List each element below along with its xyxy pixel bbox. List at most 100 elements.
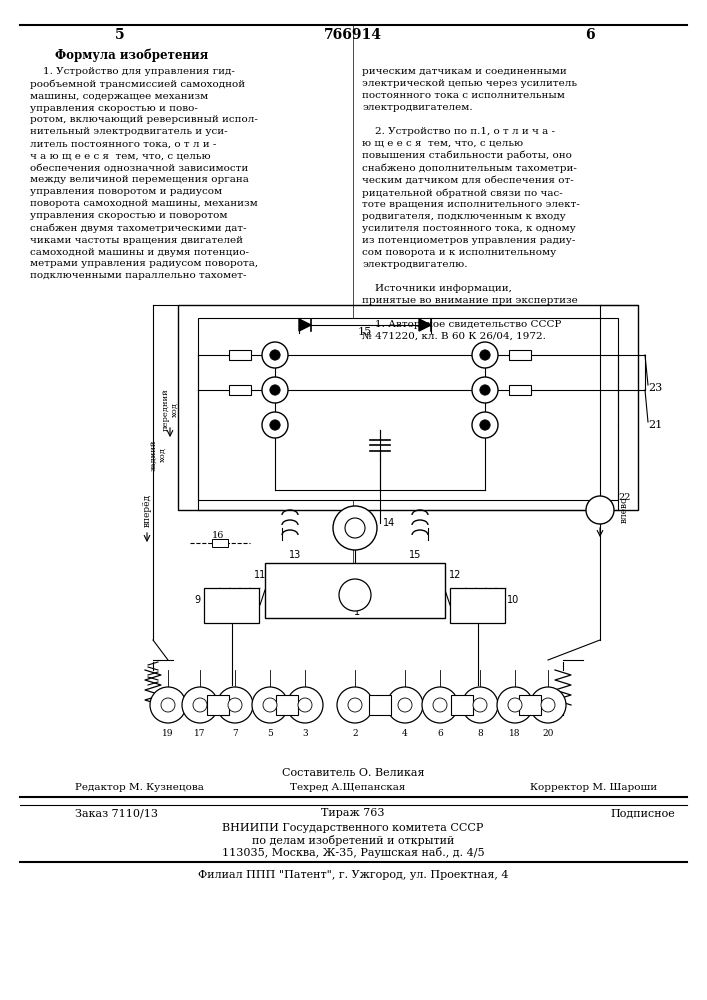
Circle shape bbox=[263, 698, 277, 712]
Text: 22: 22 bbox=[618, 493, 631, 502]
Circle shape bbox=[182, 687, 218, 723]
Text: по делам изобретений и открытий: по делам изобретений и открытий bbox=[252, 834, 454, 846]
Text: 2: 2 bbox=[352, 728, 358, 738]
Bar bbox=[519, 695, 541, 715]
Text: 1. Устройство для управления гид-
рообъемной трансмиссией самоходной
машины, сод: 1. Устройство для управления гид- рообъе… bbox=[30, 67, 258, 280]
Circle shape bbox=[480, 420, 490, 430]
Text: 10: 10 bbox=[507, 595, 519, 605]
Circle shape bbox=[161, 698, 175, 712]
Circle shape bbox=[252, 687, 288, 723]
Text: 8: 8 bbox=[477, 728, 483, 738]
Text: 21: 21 bbox=[648, 420, 662, 430]
Text: 6: 6 bbox=[585, 28, 595, 42]
Text: Техред А.Щепанская: Техред А.Щепанская bbox=[290, 782, 405, 792]
Circle shape bbox=[287, 687, 323, 723]
Bar bbox=[369, 695, 391, 715]
Circle shape bbox=[508, 698, 522, 712]
Text: 113035, Москва, Ж-35, Раушская наб., д. 4/5: 113035, Москва, Ж-35, Раушская наб., д. … bbox=[222, 846, 484, 857]
Circle shape bbox=[270, 385, 280, 395]
Text: Заказ 7110/13: Заказ 7110/13 bbox=[75, 808, 158, 818]
Text: вперёд: вперёд bbox=[143, 493, 151, 527]
Circle shape bbox=[339, 579, 371, 611]
Circle shape bbox=[262, 342, 288, 368]
Bar bbox=[229, 350, 251, 360]
Text: 3: 3 bbox=[302, 728, 308, 738]
Text: рическим датчикам и соединенными
электрической цепью через усилитель
постоянного: рическим датчикам и соединенными электри… bbox=[362, 67, 580, 341]
Text: Редактор М. Кузнецова: Редактор М. Кузнецова bbox=[75, 782, 204, 792]
Circle shape bbox=[262, 412, 288, 438]
Polygon shape bbox=[419, 319, 431, 331]
Text: Филиал ППП "Патент", г. Ужгород, ул. Проектная, 4: Филиал ППП "Патент", г. Ужгород, ул. Про… bbox=[198, 870, 508, 880]
Circle shape bbox=[586, 496, 614, 524]
Circle shape bbox=[480, 385, 490, 395]
Circle shape bbox=[462, 687, 498, 723]
Bar bbox=[178, 305, 638, 510]
Circle shape bbox=[422, 687, 458, 723]
Circle shape bbox=[270, 420, 280, 430]
Circle shape bbox=[345, 518, 365, 538]
Text: 7: 7 bbox=[232, 728, 238, 738]
Circle shape bbox=[193, 698, 207, 712]
Circle shape bbox=[398, 698, 412, 712]
Bar bbox=[229, 385, 251, 395]
Text: задний
ход: задний ход bbox=[149, 439, 167, 471]
Circle shape bbox=[348, 698, 362, 712]
Circle shape bbox=[270, 350, 280, 360]
Bar bbox=[212, 539, 228, 547]
Circle shape bbox=[541, 698, 555, 712]
Circle shape bbox=[298, 698, 312, 712]
Text: 16: 16 bbox=[212, 530, 224, 540]
Text: 23: 23 bbox=[648, 383, 662, 393]
Bar bbox=[204, 587, 259, 622]
Polygon shape bbox=[299, 319, 311, 331]
Bar bbox=[450, 587, 506, 622]
Text: 9: 9 bbox=[194, 595, 200, 605]
Text: Составитель О. Великая: Составитель О. Великая bbox=[282, 768, 424, 778]
Text: 18: 18 bbox=[509, 728, 521, 738]
Text: 4: 4 bbox=[402, 728, 408, 738]
Bar bbox=[451, 695, 473, 715]
Circle shape bbox=[497, 687, 533, 723]
Circle shape bbox=[433, 698, 447, 712]
Text: 6: 6 bbox=[437, 728, 443, 738]
Text: Корректор М. Шароши: Корректор М. Шароши bbox=[530, 782, 657, 792]
Circle shape bbox=[473, 698, 487, 712]
Circle shape bbox=[530, 687, 566, 723]
Text: 766914: 766914 bbox=[324, 28, 382, 42]
Text: 5: 5 bbox=[267, 728, 273, 738]
Text: 13: 13 bbox=[289, 550, 301, 560]
Circle shape bbox=[387, 687, 423, 723]
Text: влево: влево bbox=[620, 497, 629, 523]
Circle shape bbox=[337, 687, 373, 723]
Bar bbox=[207, 695, 229, 715]
Circle shape bbox=[333, 506, 377, 550]
Text: Подписное: Подписное bbox=[610, 808, 674, 818]
Text: ВНИИПИ Государственного комитета СССР: ВНИИПИ Государственного комитета СССР bbox=[222, 823, 484, 833]
Text: Формула изобретения: Формула изобретения bbox=[55, 48, 209, 62]
Bar bbox=[276, 695, 298, 715]
Text: 15: 15 bbox=[409, 550, 421, 560]
Bar bbox=[509, 385, 531, 395]
Text: 15: 15 bbox=[358, 327, 373, 337]
Text: передний
ход: передний ход bbox=[161, 389, 179, 431]
Text: 19: 19 bbox=[162, 728, 174, 738]
Circle shape bbox=[150, 687, 186, 723]
Text: 5: 5 bbox=[115, 28, 125, 42]
Bar bbox=[509, 350, 531, 360]
Text: 20: 20 bbox=[542, 728, 554, 738]
Bar bbox=[265, 562, 445, 617]
Circle shape bbox=[217, 687, 253, 723]
Text: 14: 14 bbox=[383, 518, 395, 528]
Text: Тираж 763: Тираж 763 bbox=[321, 808, 385, 818]
Text: 17: 17 bbox=[194, 728, 206, 738]
Text: 12: 12 bbox=[449, 570, 461, 580]
Circle shape bbox=[262, 377, 288, 403]
Text: 1: 1 bbox=[354, 607, 360, 617]
Bar bbox=[198, 318, 618, 500]
Text: 11: 11 bbox=[254, 570, 266, 580]
Circle shape bbox=[480, 350, 490, 360]
Circle shape bbox=[472, 377, 498, 403]
Circle shape bbox=[228, 698, 242, 712]
Circle shape bbox=[472, 342, 498, 368]
Circle shape bbox=[472, 412, 498, 438]
